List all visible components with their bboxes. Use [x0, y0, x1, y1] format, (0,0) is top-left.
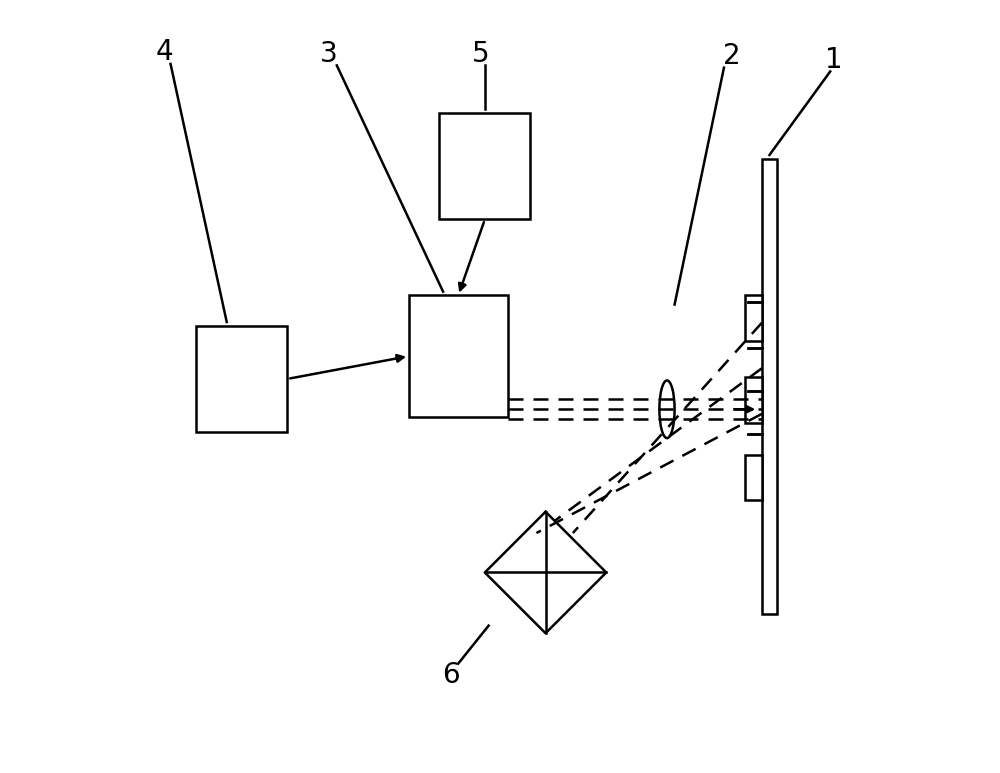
Ellipse shape: [659, 380, 675, 438]
Text: 6: 6: [442, 661, 459, 689]
Text: 2: 2: [723, 43, 740, 70]
Bar: [745, 295, 762, 341]
Text: 3: 3: [320, 40, 338, 68]
Bar: [745, 455, 762, 500]
Bar: [745, 377, 762, 423]
Text: 5: 5: [472, 40, 490, 68]
Bar: [762, 158, 777, 615]
Text: 4: 4: [156, 39, 173, 66]
Bar: [409, 295, 508, 417]
Bar: [196, 325, 287, 432]
Text: 1: 1: [825, 46, 843, 74]
Bar: [439, 113, 530, 220]
